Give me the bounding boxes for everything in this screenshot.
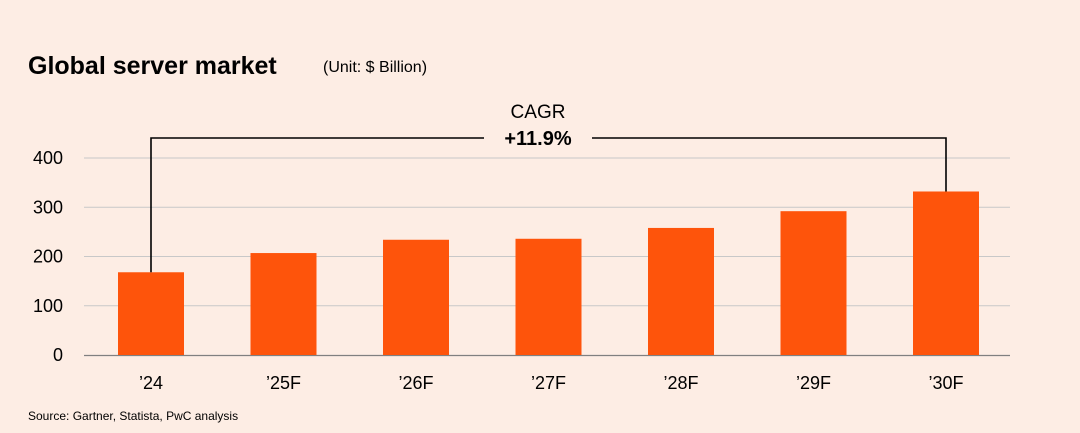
- x-axis-ticks: ’24 ’25F ’26F ’27F ’28F ’29F ’30F: [139, 373, 964, 393]
- y-tick-label: 200: [33, 247, 63, 267]
- chart-unit-label: (Unit: $ Billion): [323, 59, 428, 76]
- y-tick-label: 0: [53, 345, 63, 365]
- x-tick-label: ’29F: [796, 373, 831, 393]
- cagr-annotation: CAGR +11.9%: [150, 102, 947, 273]
- bar: [515, 238, 582, 355]
- cagr-bracket-left: [150, 137, 484, 273]
- source-note: Source: Gartner, Statista, PwC analysis: [28, 409, 239, 423]
- x-tick-label: ’26F: [398, 373, 433, 393]
- cagr-value: +11.9%: [504, 128, 572, 150]
- x-tick-label: ’28F: [663, 373, 698, 393]
- bar: [780, 211, 847, 355]
- chart-title: Global server market: [28, 52, 277, 80]
- bars: [118, 191, 979, 355]
- cagr-label: CAGR: [511, 102, 566, 123]
- x-tick-label: ’27F: [531, 373, 566, 393]
- x-tick-label: ’30F: [928, 373, 963, 393]
- bar: [648, 227, 714, 355]
- y-tick-label: 100: [33, 296, 63, 316]
- bar: [383, 239, 449, 355]
- y-axis-ticks: 0 100 200 300 400: [33, 148, 63, 365]
- x-tick-label: ’25F: [266, 373, 301, 393]
- bar: [118, 272, 184, 355]
- bar: [913, 191, 979, 355]
- y-tick-label: 300: [33, 197, 63, 217]
- bar: [250, 253, 317, 355]
- cagr-bracket-right: [592, 137, 947, 192]
- x-tick-label: ’24: [139, 373, 163, 393]
- y-tick-label: 400: [33, 148, 63, 168]
